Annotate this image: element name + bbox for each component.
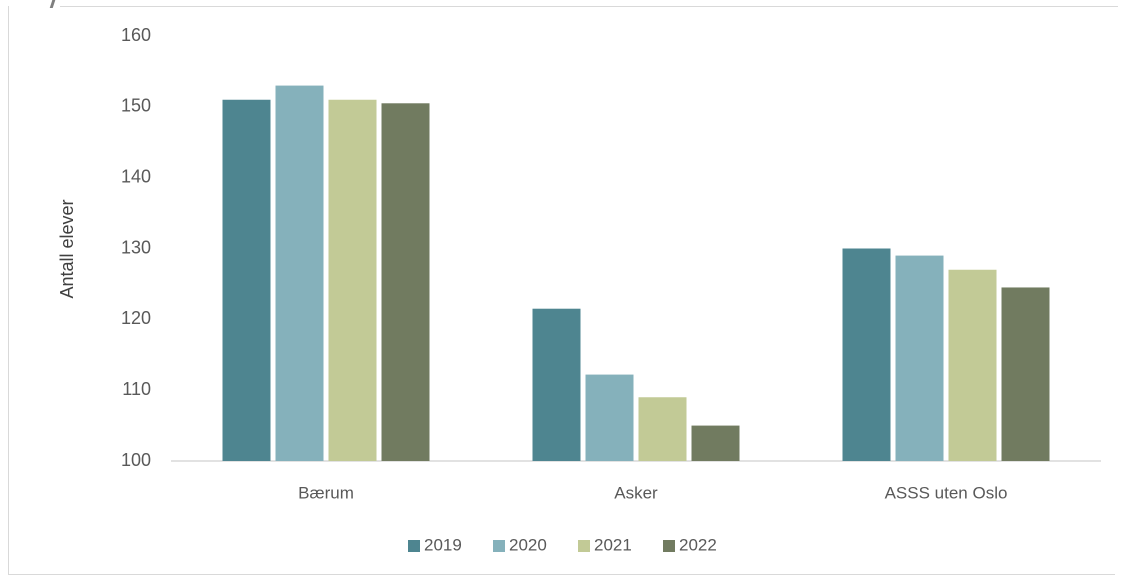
legend-swatch-2019: [408, 540, 420, 552]
bar-2022-2: [1001, 287, 1050, 461]
legend-label: 2020: [509, 535, 547, 554]
bar-2022-0: [381, 103, 430, 462]
legend-swatch-2020: [493, 540, 505, 552]
y-tick-label: 140: [121, 166, 151, 186]
bar-2019-0: [222, 99, 271, 461]
y-axis-tick-labels: 100 110 120 130 140 150 160: [121, 25, 151, 470]
bar-2020-2: [895, 255, 944, 461]
legend: 2019 2020 2021 2022: [408, 535, 717, 554]
y-tick-label: 120: [121, 308, 151, 328]
bar-2022-1: [691, 425, 740, 461]
x-category-label: ASSS uten Oslo: [885, 483, 1008, 502]
x-category-label: Asker: [614, 483, 658, 502]
bar-2020-0: [275, 85, 324, 461]
legend-label: 2022: [679, 535, 717, 554]
y-tick-label: 160: [121, 25, 151, 45]
legend-label: 2021: [594, 535, 632, 554]
bar-2019-2: [842, 248, 891, 461]
bars: [222, 85, 1050, 462]
y-axis-label: Antall elever: [57, 199, 77, 298]
legend-label: 2019: [424, 535, 462, 554]
bar-2021-0: [328, 99, 377, 461]
legend-swatch-2022: [663, 540, 675, 552]
bar-2021-1: [638, 397, 687, 461]
x-category-label: Bærum: [298, 483, 354, 502]
y-tick-label: 130: [121, 237, 151, 257]
y-tick-label: 100: [121, 450, 151, 470]
x-axis-category-labels: Bærum Asker ASSS uten Oslo: [298, 483, 1007, 502]
chart-top-border: [60, 6, 1118, 7]
bar-2021-2: [948, 269, 997, 461]
y-tick-label: 150: [121, 96, 151, 116]
y-tick-label: 110: [122, 379, 151, 399]
legend-swatch-2021: [578, 540, 590, 552]
bar-2020-1: [585, 374, 634, 461]
bar-2019-1: [532, 308, 581, 461]
